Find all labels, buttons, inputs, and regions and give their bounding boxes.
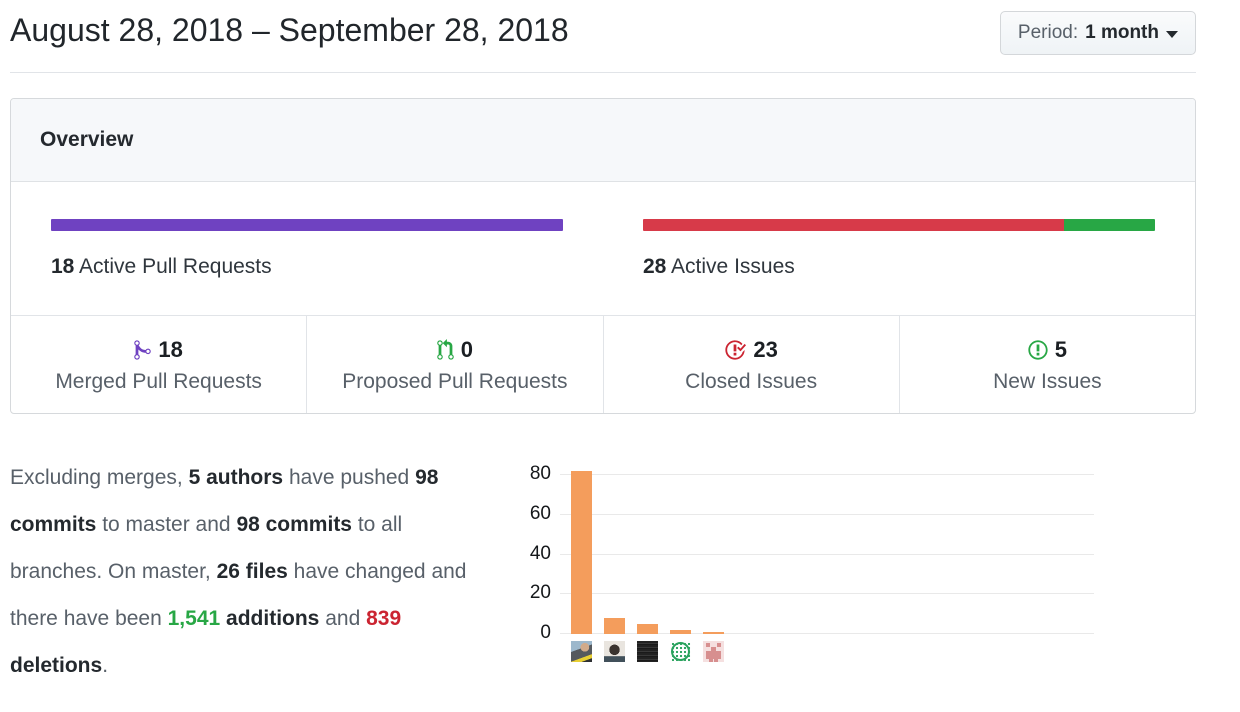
commits-chart: 0 20 40 60 80 <box>509 454 1094 689</box>
commits-plot: 0 20 40 60 80 <box>530 458 1094 643</box>
activity-meters: 18 Active Pull Requests 28 Active Issues <box>11 182 1195 315</box>
y-axis-tick-label: 80 <box>529 463 551 485</box>
author-avatar-photo-man-glasses-beard <box>571 641 592 662</box>
commit-bar <box>604 618 625 634</box>
summary-segment: and <box>319 607 367 630</box>
page-title: August 28, 2018 – September 28, 2018 <box>10 12 569 48</box>
merged-pull-requests-count: 18 <box>158 337 183 362</box>
issues-meter <box>643 219 1155 231</box>
overview-header: Overview <box>11 99 1195 182</box>
summary-segment: have changed and there have been <box>10 560 467 630</box>
summary-segment: have pushed <box>283 466 416 489</box>
y-axis-tick-label: 0 <box>540 622 551 643</box>
active-issues-count: 28 <box>643 255 667 278</box>
summary-text: Excluding merges, 5 authors have pushed … <box>10 454 484 689</box>
issue-opened-icon <box>1028 339 1048 361</box>
proposed-pull-requests-label: Proposed Pull Requests <box>342 370 568 393</box>
summary-segment: 5 authors <box>188 466 284 489</box>
author-avatar-dark-terminal-screenshot <box>637 641 658 662</box>
author-avatar-pink-identicon <box>703 641 724 662</box>
y-axis-tick-label: 60 <box>529 502 551 524</box>
git-pull-request-icon <box>437 339 454 361</box>
author-avatars <box>571 641 1094 662</box>
active-pull-requests-label: 18 Active Pull Requests <box>51 255 272 278</box>
author-avatar-photo-person-dark-hair <box>604 641 625 662</box>
commit-bar <box>703 632 724 634</box>
active-pull-requests-summary: 18 Active Pull Requests <box>11 182 603 315</box>
closed-meter-segment <box>643 219 1064 231</box>
new-issues-stat[interactable]: 5 New Issues <box>898 316 1195 413</box>
gridline <box>560 474 1094 476</box>
summary-segment: to all branches. On master, <box>10 513 403 583</box>
commit-bar <box>670 630 691 634</box>
git-merge-icon <box>134 339 152 361</box>
proposed-pull-requests-stat[interactable]: 0 Proposed Pull Requests <box>306 316 602 413</box>
active-issues-label: 28 Active Issues <box>643 255 795 278</box>
activity-section: Excluding merges, 5 authors have pushed … <box>10 454 1196 689</box>
gridline <box>560 553 1094 555</box>
summary-segment: to master and <box>96 513 237 536</box>
summary-segment: . <box>102 654 109 677</box>
gridline <box>560 633 1094 634</box>
summary-segment: 26 files <box>216 560 288 583</box>
active-pull-requests-count: 18 <box>51 255 75 278</box>
summary-segment: 98 commits <box>236 513 352 536</box>
proposed-pull-requests-count: 0 <box>460 337 473 362</box>
page-header: August 28, 2018 – September 28, 2018 Per… <box>10 10 1196 55</box>
pull-requests-meter <box>51 219 563 231</box>
gridline <box>560 593 1094 595</box>
y-axis-tick-label: 20 <box>529 582 551 604</box>
overview-panel: Overview 18 Active Pull Requests <box>10 98 1196 414</box>
gridline <box>560 513 1094 515</box>
stats-row: 18 Merged Pull Requests 0 Proposed Pull … <box>11 315 1195 413</box>
period-label: Period: <box>1017 22 1079 43</box>
new-issues-label: New Issues <box>993 370 1102 393</box>
pulse-page: August 28, 2018 – September 28, 2018 Per… <box>10 0 1196 689</box>
y-axis-tick-label: 40 <box>529 542 551 564</box>
summary-segment: 1,541 <box>167 607 221 630</box>
merged-pull-requests-stat[interactable]: 18 Merged Pull Requests <box>11 316 306 413</box>
new-meter-segment <box>1063 219 1155 231</box>
commit-bar <box>571 471 592 634</box>
new-issues-count: 5 <box>1054 337 1067 362</box>
commit-bar <box>637 624 658 634</box>
closed-issues-stat[interactable]: 23 Closed Issues <box>602 316 899 413</box>
period-value: 1 month <box>1085 22 1159 43</box>
summary-segment: 839 <box>366 607 402 630</box>
summary-segment: additions <box>226 607 320 630</box>
author-avatar-green-network-logo <box>670 641 691 662</box>
closed-issues-label: Closed Issues <box>685 370 818 393</box>
merged-pull-requests-label: Merged Pull Requests <box>55 370 262 393</box>
title-divider <box>10 72 1196 73</box>
issue-closed-icon <box>724 339 747 361</box>
closed-issues-count: 23 <box>753 337 778 362</box>
summary-segment: Excluding merges, <box>10 466 189 489</box>
chevron-down-icon <box>1166 31 1178 38</box>
period-dropdown[interactable]: Period: 1 month <box>999 11 1196 55</box>
merged-meter-segment <box>51 219 563 231</box>
active-issues-summary: 28 Active Issues <box>603 182 1195 315</box>
summary-segment: deletions <box>10 654 103 677</box>
summary-segment: 98 commits <box>10 466 439 536</box>
overview-title: Overview <box>40 128 134 151</box>
